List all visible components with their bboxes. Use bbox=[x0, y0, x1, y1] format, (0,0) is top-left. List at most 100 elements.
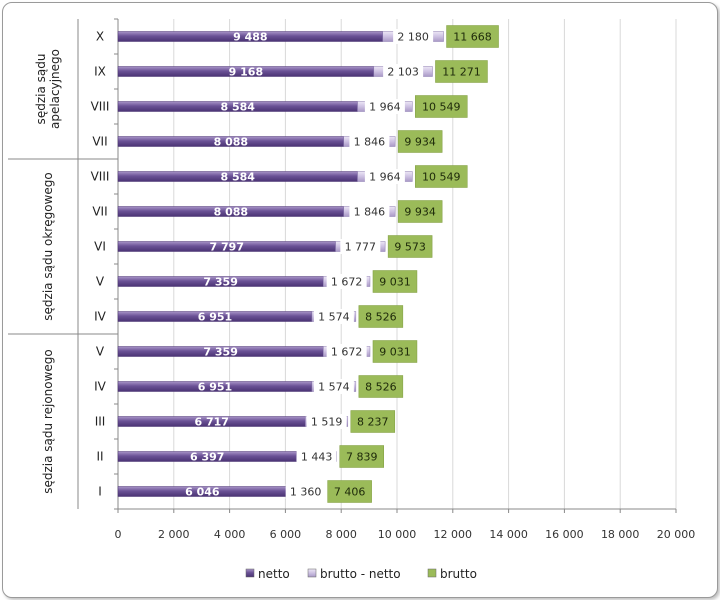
category-label: VIII bbox=[91, 170, 110, 184]
brutto-value-label: 7 406 bbox=[334, 486, 366, 499]
brutto-netto-label-bg bbox=[306, 414, 347, 429]
netto-value-label: 6 717 bbox=[194, 416, 228, 429]
netto-value-label: 6 046 bbox=[185, 486, 220, 499]
group-label: sędzia sądu okręgowego bbox=[41, 172, 55, 320]
brutto-label-box bbox=[327, 480, 372, 503]
category-label: V bbox=[96, 345, 105, 359]
brutto-value-label: 8 526 bbox=[365, 311, 397, 324]
brutto-netto-label-bg bbox=[364, 99, 405, 114]
netto-value-label: 8 584 bbox=[221, 101, 256, 114]
brutto-netto-value-label: 1 519 bbox=[311, 416, 343, 429]
group-label: sędzia sąduapelacyjnego bbox=[34, 49, 62, 129]
legend-swatch bbox=[427, 568, 437, 578]
brutto-value-label: 7 839 bbox=[346, 451, 378, 464]
brutto-netto-value-label: 1 360 bbox=[290, 486, 322, 499]
brutto-label-box bbox=[358, 375, 404, 398]
group-label-line: sędzia sądu rejonowego bbox=[41, 349, 55, 494]
brutto-label-box bbox=[415, 95, 468, 118]
brutto-label-box bbox=[397, 130, 443, 153]
brutto-netto-label-bg bbox=[383, 64, 424, 79]
brutto-netto-label-bg bbox=[364, 169, 405, 184]
category-label: VII bbox=[92, 135, 107, 149]
netto-value-label: 7 359 bbox=[203, 346, 237, 359]
x-tick-label: 6 000 bbox=[270, 528, 302, 541]
brutto-netto-label-bg bbox=[340, 239, 381, 254]
category-label: II bbox=[96, 450, 103, 464]
netto-value-label: 7 359 bbox=[203, 276, 237, 289]
x-tick-label: 8 000 bbox=[325, 528, 357, 541]
x-tick-label: 18 000 bbox=[601, 528, 640, 541]
x-tick-label: 14 000 bbox=[489, 528, 528, 541]
brutto-netto-value-label: 1 672 bbox=[331, 346, 363, 359]
x-tick-label: 20 000 bbox=[657, 528, 696, 541]
category-label: IX bbox=[94, 65, 106, 79]
netto-value-label: 8 088 bbox=[214, 206, 248, 219]
category-label: IV bbox=[94, 380, 107, 394]
group-label-line: sędzia sądu bbox=[34, 54, 48, 125]
brutto-label-box bbox=[350, 410, 396, 433]
x-tick-label: 4 000 bbox=[214, 528, 246, 541]
brutto-netto-value-label: 1 846 bbox=[354, 206, 386, 219]
category-label: III bbox=[95, 415, 106, 429]
brutto-value-label: 11 271 bbox=[442, 66, 481, 79]
netto-value-label: 6 951 bbox=[198, 311, 232, 324]
brutto-netto-value-label: 1 574 bbox=[318, 381, 350, 394]
netto-value-label: 6 397 bbox=[190, 451, 224, 464]
category-label: V bbox=[96, 275, 105, 289]
brutto-netto-value-label: 2 103 bbox=[387, 66, 419, 79]
brutto-label-box bbox=[435, 60, 488, 83]
netto-value-label: 9 168 bbox=[229, 66, 263, 79]
netto-value-label: 8 088 bbox=[214, 136, 248, 149]
x-tick-label: 0 bbox=[115, 528, 122, 541]
brutto-netto-label-bg bbox=[393, 29, 434, 44]
brutto-netto-value-label: 2 180 bbox=[397, 31, 429, 44]
brutto-label-box bbox=[387, 235, 433, 258]
x-tick-label: 10 000 bbox=[378, 528, 417, 541]
legend-label: brutto - netto bbox=[320, 567, 401, 581]
brutto-value-label: 8 526 bbox=[365, 381, 397, 394]
brutto-value-label: 9 573 bbox=[394, 241, 426, 254]
brutto-netto-label-bg bbox=[313, 309, 354, 324]
brutto-netto-label-bg bbox=[296, 449, 337, 464]
brutto-netto-value-label: 1 846 bbox=[354, 136, 386, 149]
x-tick-label: 2 000 bbox=[158, 528, 190, 541]
category-label: X bbox=[96, 30, 104, 44]
brutto-value-label: 9 934 bbox=[404, 206, 436, 219]
brutto-netto-value-label: 1 777 bbox=[345, 241, 377, 254]
brutto-value-label: 9 031 bbox=[379, 276, 411, 289]
brutto-netto-value-label: 1 964 bbox=[369, 171, 401, 184]
brutto-netto-label-bg bbox=[313, 379, 354, 394]
x-tick-label: 16 000 bbox=[545, 528, 584, 541]
category-label: VII bbox=[92, 205, 107, 219]
category-label: I bbox=[98, 485, 102, 499]
netto-value-label: 6 951 bbox=[198, 381, 232, 394]
legend-swatch bbox=[245, 568, 255, 578]
legend-swatch bbox=[307, 568, 317, 578]
brutto-value-label: 9 934 bbox=[404, 136, 436, 149]
brutto-label-box bbox=[358, 305, 404, 328]
group-label-line: apelacyjnego bbox=[48, 49, 62, 129]
netto-value-label: 7 797 bbox=[210, 241, 244, 254]
brutto-netto-label-bg bbox=[326, 274, 367, 289]
brutto-netto-label-bg bbox=[349, 204, 390, 219]
netto-value-label: 8 584 bbox=[221, 171, 256, 184]
group-label-line: sędzia sądu okręgowego bbox=[41, 172, 55, 320]
brutto-label-box bbox=[372, 270, 418, 293]
brutto-netto-value-label: 1 672 bbox=[331, 276, 363, 289]
category-label: VI bbox=[94, 240, 106, 254]
brutto-value-label: 8 237 bbox=[357, 416, 389, 429]
brutto-label-box bbox=[446, 25, 499, 48]
brutto-label-box bbox=[415, 165, 468, 188]
x-tick-label: 12 000 bbox=[434, 528, 473, 541]
brutto-label-box bbox=[372, 340, 418, 363]
brutto-value-label: 11 668 bbox=[453, 31, 492, 44]
brutto-value-label: 10 549 bbox=[422, 101, 461, 114]
netto-value-label: 9 488 bbox=[233, 31, 267, 44]
brutto-netto-value-label: 1 964 bbox=[369, 101, 401, 114]
brutto-label-box bbox=[397, 200, 443, 223]
group-label: sędzia sądu rejonowego bbox=[41, 349, 55, 494]
category-label: IV bbox=[94, 310, 107, 324]
brutto-value-label: 9 031 bbox=[379, 346, 411, 359]
category-label: VIII bbox=[91, 100, 110, 114]
